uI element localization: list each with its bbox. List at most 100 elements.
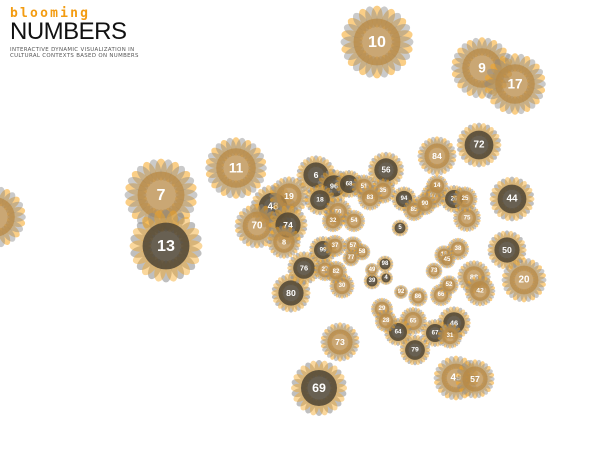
blossom-84[interactable]: 84	[417, 136, 457, 176]
blossom-label: 82	[333, 269, 340, 275]
blossom-44[interactable]: 44	[489, 176, 535, 222]
blossom-label: 68	[346, 181, 353, 188]
blossom-label: 73	[431, 268, 438, 274]
blossom-73[interactable]: 73	[320, 322, 360, 362]
blossom-label: 44	[507, 194, 518, 205]
blossom-31[interactable]: 31	[437, 323, 463, 349]
blossom-72[interactable]: 72	[456, 122, 502, 168]
blossom-32[interactable]: 32	[321, 209, 345, 233]
logo-tagline-2: CULTURAL CONTEXTS BASED ON NUMBERS	[10, 53, 139, 59]
blossom-57[interactable]: 57	[455, 359, 495, 399]
blossom-73[interactable]: 73	[425, 262, 443, 280]
blossom-28[interactable]: 28	[374, 309, 398, 333]
blossom-77[interactable]: 77	[342, 249, 360, 267]
blossom-79[interactable]: 79	[399, 334, 431, 366]
blossom-label: 72	[474, 140, 485, 151]
blossom-label: 9	[478, 61, 486, 76]
blossom-label: 45	[444, 257, 451, 263]
blossom-label: 49	[369, 267, 376, 273]
blossom-label: 39	[369, 278, 376, 284]
blossom-69[interactable]: 69	[291, 360, 348, 417]
blossom-label: 5	[398, 225, 402, 231]
blossom-label: 56	[381, 166, 391, 175]
blossom-label: 57	[350, 243, 357, 249]
blossom-10[interactable]: 10	[340, 5, 414, 79]
blossom-label: 73	[335, 337, 345, 347]
blossom-37[interactable]: 37	[323, 234, 347, 258]
blossom-17[interactable]: 17	[484, 53, 546, 115]
blossom-label: 31	[447, 333, 454, 339]
blossom-label: 38	[455, 246, 462, 252]
blossom-49[interactable]: 49	[365, 263, 379, 277]
blossom-label: 52	[446, 282, 453, 288]
blossom-82[interactable]: 82	[324, 260, 348, 284]
logo-title-main: NUMBERS	[10, 18, 127, 45]
blossom-label: 35	[380, 188, 387, 194]
blossom-label: 58	[359, 249, 366, 255]
blossom-label: 13	[157, 237, 175, 255]
blossom-label: 69	[312, 381, 326, 395]
blossom-5[interactable]: 5	[391, 219, 409, 237]
blossom-label: 10	[368, 33, 386, 51]
blossom-label: 14	[434, 183, 441, 189]
blossom-92[interactable]: 92	[394, 285, 408, 299]
blossom-label: 7	[157, 186, 166, 204]
blossom-label: 6	[314, 170, 319, 180]
blossom-label: 28	[383, 318, 390, 324]
blossom-label: 92	[398, 289, 405, 295]
blossom-label: 8	[282, 238, 286, 247]
blossom-label: 80	[286, 288, 296, 298]
blossom-label: 98	[382, 261, 389, 267]
blossom-label: 49	[451, 373, 462, 384]
blossom-label: 29	[379, 306, 386, 312]
blossom-label: 65	[410, 318, 417, 325]
blossom-unlabeled[interactable]	[0, 186, 26, 248]
blossom-label: 96	[330, 182, 338, 191]
blossom-label: 46	[450, 319, 458, 328]
blossom-70[interactable]: 70	[234, 203, 280, 249]
blossom-4[interactable]: 4	[379, 271, 393, 285]
blossom-label: 85	[411, 207, 418, 213]
blossom-label: 11	[229, 161, 244, 176]
blossom-label: 86	[415, 294, 422, 300]
blossom-25[interactable]: 25	[452, 186, 478, 212]
blossom-label: 64	[395, 329, 402, 336]
blossom-86[interactable]: 86	[408, 287, 428, 307]
blossom-label: 50	[502, 245, 512, 255]
blossom-8[interactable]: 8	[267, 225, 301, 259]
blossom-label: 76	[300, 264, 308, 273]
blossom-52[interactable]: 52	[439, 275, 459, 295]
blossom-11[interactable]: 11	[205, 137, 267, 199]
blossom-label: 32	[330, 218, 337, 224]
blossom-18[interactable]: 18	[304, 184, 336, 216]
logo-title-top: blooming	[10, 6, 91, 21]
blossom-56[interactable]: 56	[367, 151, 405, 189]
blossom-13[interactable]: 13	[129, 209, 203, 283]
blossom-label: 83	[367, 195, 374, 201]
blossom-98[interactable]: 98	[376, 255, 394, 273]
blossom-label: 66	[438, 292, 445, 298]
blossom-83[interactable]: 83	[357, 185, 383, 211]
blossom-label: 75	[464, 215, 471, 222]
blossom-label: 20	[519, 275, 530, 286]
blossom-50[interactable]: 50	[487, 230, 527, 270]
blossom-label: 48	[268, 202, 279, 213]
blossom-39[interactable]: 39	[363, 272, 381, 290]
blossom-label: 70	[252, 221, 263, 232]
blossom-54[interactable]: 54	[342, 209, 366, 233]
blossom-label: 67	[432, 330, 439, 337]
blossom-label: 30	[339, 283, 346, 289]
blossom-label: 57	[470, 374, 480, 384]
blossom-42[interactable]: 42	[464, 275, 496, 307]
blossom-label: 25	[462, 196, 469, 202]
blossom-45[interactable]: 45	[438, 251, 456, 269]
blossom-14[interactable]: 14	[425, 174, 449, 198]
logo-tagline-1: INTERACTIVE DYNAMIC VISUALIZATION IN	[10, 47, 135, 53]
blossom-90[interactable]: 90	[413, 192, 437, 216]
blossom-label: 4	[384, 275, 388, 281]
blossom-label: 90	[422, 201, 429, 207]
blossom-label: 37	[332, 243, 339, 249]
blossom-label: 19	[284, 191, 294, 201]
blossom-label: 99	[320, 247, 327, 254]
